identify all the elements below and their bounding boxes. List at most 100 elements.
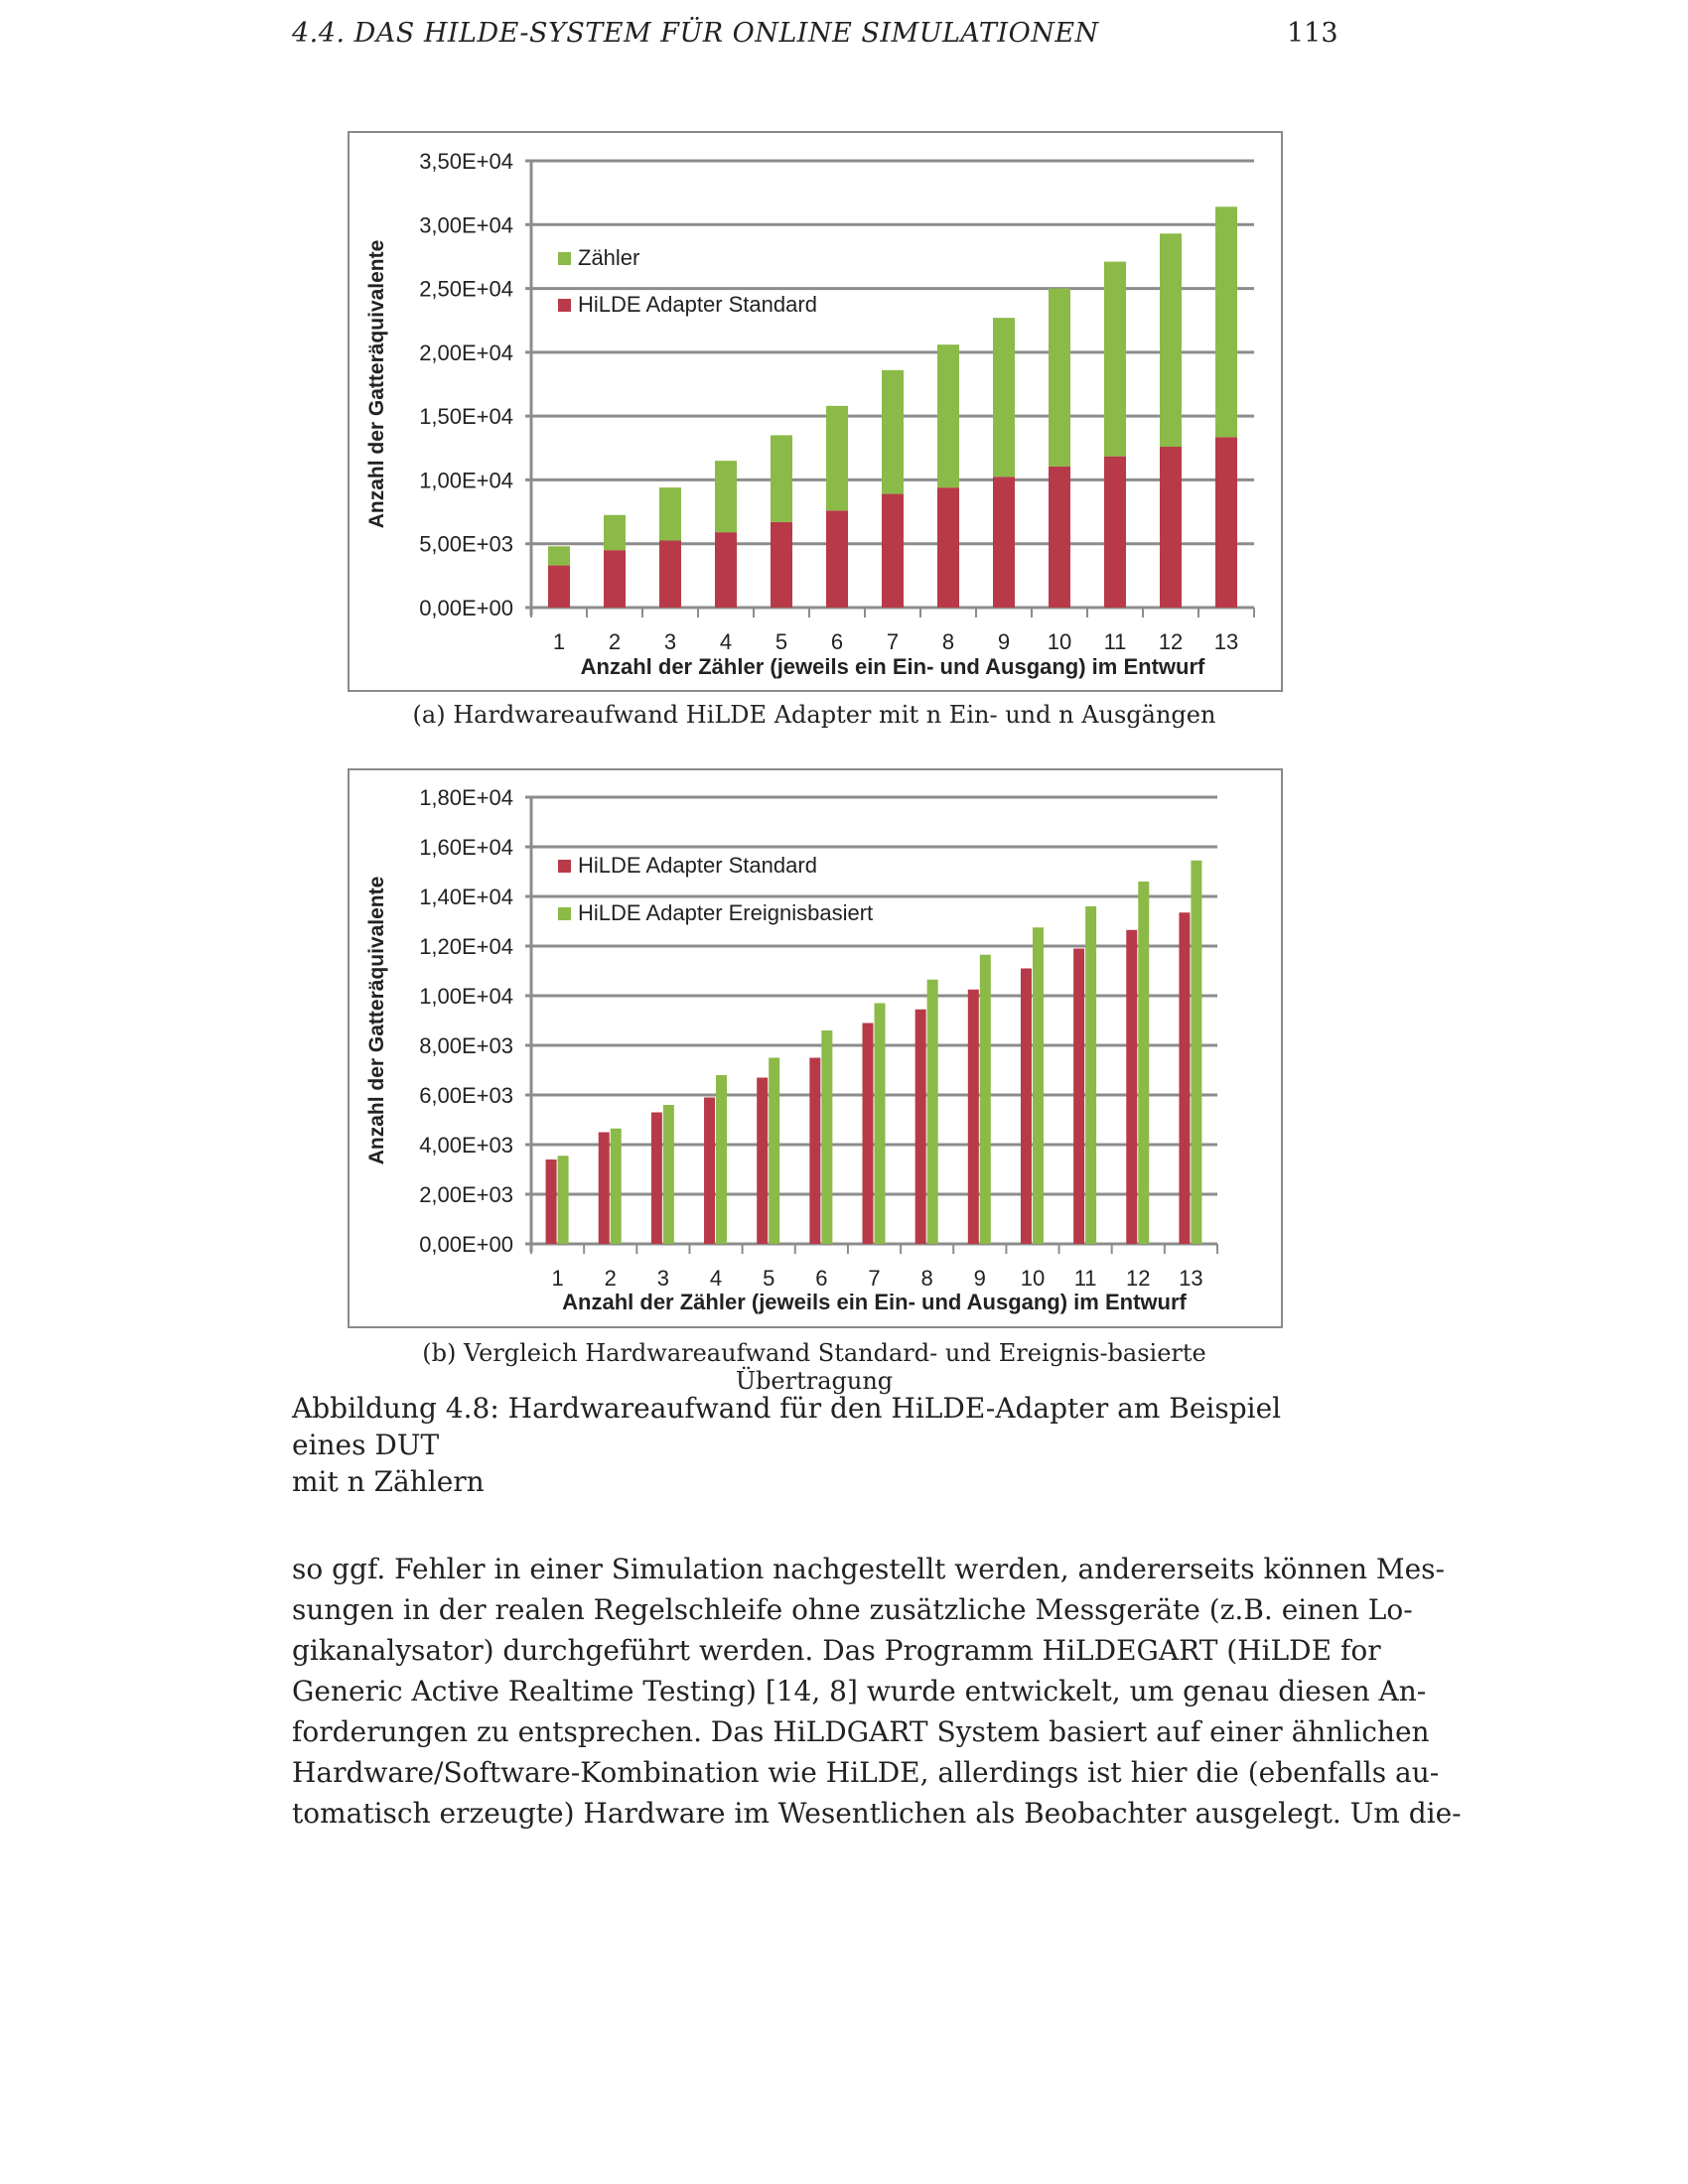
- x-tick-label: 4: [720, 629, 732, 654]
- bar-z-hler: [993, 318, 1015, 478]
- caption-a: (a) Hardwareaufwand HiLDE Adapter mit n …: [412, 701, 1216, 729]
- x-axis-title: Anzahl der Zähler (jeweils ein Ein- und …: [581, 654, 1205, 679]
- body-line: forderungen zu entsprechen. Das HiLDGART…: [292, 1715, 1430, 1748]
- bar-hilde-adapter-standard: [598, 1132, 610, 1244]
- y-tick-label: 0,00E+00: [419, 596, 513, 620]
- bar-hilde-adapter-standard: [1126, 929, 1138, 1244]
- bar-hilde-adapter-ereignisbasiert: [1191, 860, 1202, 1244]
- bar-hilde-adapter-standard: [1049, 466, 1070, 608]
- x-tick-label: 11: [1104, 629, 1127, 654]
- x-tick-label: 13: [1214, 629, 1238, 654]
- bar-hilde-adapter-standard: [704, 1097, 716, 1244]
- x-tick-label: 7: [868, 1266, 880, 1291]
- bar-hilde-adapter-standard: [1020, 968, 1032, 1244]
- x-tick-label: 10: [1021, 1266, 1045, 1291]
- x-tick-label: 6: [831, 629, 843, 654]
- y-tick-label: 0,00E+00: [419, 1232, 513, 1257]
- legend-label: HiLDE Adapter Ereignisbasiert: [578, 900, 873, 925]
- x-tick-label: 9: [998, 629, 1010, 654]
- y-tick-label: 1,20E+04: [419, 934, 513, 959]
- figure-caption-line: Abbildung 4.8: Hardwareaufwand für den H…: [292, 1392, 1282, 1461]
- bar-hilde-adapter-standard: [914, 1009, 926, 1244]
- bar-hilde-adapter-ereignisbasiert: [557, 1156, 569, 1244]
- bar-hilde-adapter-standard: [826, 510, 848, 608]
- x-tick-label: 2: [609, 629, 621, 654]
- x-tick-label: 4: [710, 1266, 722, 1291]
- bar-hilde-adapter-standard: [548, 565, 570, 608]
- x-tick-label: 11: [1074, 1266, 1097, 1291]
- page-number: 113: [1287, 18, 1338, 49]
- legend-label: Zähler: [578, 245, 639, 270]
- y-tick-label: 3,50E+04: [419, 149, 513, 174]
- y-tick-label: 6,00E+03: [419, 1083, 513, 1108]
- bar-hilde-adapter-ereignisbasiert: [1138, 882, 1150, 1244]
- figure-caption: Abbildung 4.8: Hardwareaufwand für den H…: [292, 1390, 1336, 1500]
- y-tick-label: 4,00E+03: [419, 1133, 513, 1158]
- legend-swatch: [558, 907, 571, 920]
- bar-z-hler: [771, 435, 792, 522]
- bar-z-hler: [1049, 288, 1070, 467]
- x-axis-title: Anzahl der Zähler (jeweils ein Ein- und …: [562, 1290, 1187, 1314]
- x-tick-label: 2: [605, 1266, 617, 1291]
- x-tick-label: 13: [1179, 1266, 1202, 1291]
- bar-hilde-adapter-standard: [967, 989, 979, 1244]
- y-tick-label: 1,50E+04: [419, 404, 513, 429]
- y-tick-label: 5,00E+03: [419, 532, 513, 557]
- legend-swatch: [558, 860, 571, 873]
- legend-swatch: [558, 252, 571, 265]
- x-tick-label: 9: [974, 1266, 986, 1291]
- running-header: 4.4. DAS HILDE-SYSTEM FÜR ONLINE SIMULAT…: [292, 18, 1099, 49]
- bar-hilde-adapter-standard: [659, 540, 681, 608]
- bar-hilde-adapter-standard: [771, 521, 792, 608]
- chart-a: 0,00E+00 5,00E+03 1,00E+04 1,50E+04 2,00E+04…: [348, 131, 1283, 692]
- y-tick-label: 2,50E+04: [419, 277, 513, 302]
- figure-caption-line: mit n Zählern: [292, 1465, 485, 1498]
- x-tick-label: 10: [1048, 629, 1071, 654]
- y-tick-label: 1,40E+04: [419, 885, 513, 909]
- bar-z-hler: [882, 369, 904, 494]
- y-axis-title: Anzahl der Gatteräquivalente: [365, 240, 388, 529]
- bar-hilde-adapter-standard: [862, 1023, 874, 1244]
- bar-hilde-adapter-standard: [1160, 447, 1182, 608]
- bar-hilde-adapter-standard: [650, 1112, 662, 1244]
- y-tick-label: 1,00E+04: [419, 468, 513, 492]
- body-line: tomatisch erzeugte) Hardware im Wesentli…: [292, 1797, 1462, 1830]
- body-line: Hardware/Software-Kombination wie HiLDE,…: [292, 1756, 1440, 1789]
- legend-swatch: [558, 299, 571, 312]
- bar-z-hler: [715, 461, 737, 533]
- x-tick-label: 3: [664, 629, 676, 654]
- caption-b: (b) Vergleich Hardwareaufwand Standard- …: [422, 1339, 1206, 1395]
- bar-z-hler: [826, 405, 848, 511]
- bar-hilde-adapter-standard: [545, 1160, 557, 1244]
- legend-label: HiLDE Adapter Standard: [578, 853, 817, 878]
- x-tick-label: 5: [775, 629, 787, 654]
- y-tick-label: 2,00E+03: [419, 1182, 513, 1207]
- bar-hilde-adapter-standard: [937, 487, 959, 608]
- x-tick-label: 12: [1126, 1266, 1150, 1291]
- bar-hilde-adapter-standard: [757, 1077, 769, 1244]
- bar-hilde-adapter-standard: [1215, 437, 1237, 608]
- bar-hilde-adapter-ereignisbasiert: [662, 1105, 674, 1244]
- x-tick-label: 1: [551, 1266, 563, 1291]
- bar-z-hler: [1160, 233, 1182, 447]
- x-tick-label: 3: [657, 1266, 669, 1291]
- x-tick-label: 12: [1159, 629, 1183, 654]
- bar-hilde-adapter-ereignisbasiert: [610, 1128, 622, 1244]
- bar-z-hler: [548, 546, 570, 566]
- bar-hilde-adapter-ereignisbasiert: [821, 1030, 833, 1244]
- y-tick-label: 3,00E+04: [419, 212, 513, 237]
- bar-hilde-adapter-standard: [882, 493, 904, 608]
- body-line: gikanalysator) durchgeführt werden. Das …: [292, 1634, 1381, 1667]
- bar-hilde-adapter-ereignisbasiert: [979, 954, 991, 1244]
- bar-hilde-adapter-ereignisbasiert: [874, 1003, 886, 1244]
- bar-hilde-adapter-standard: [809, 1057, 821, 1244]
- bar-hilde-adapter-ereignisbasiert: [926, 979, 938, 1244]
- y-tick-label: 1,60E+04: [419, 835, 513, 860]
- x-tick-label: 8: [921, 1266, 933, 1291]
- y-axis-title: Anzahl der Gatteräquivalente: [365, 877, 388, 1165]
- bar-z-hler: [1104, 261, 1126, 457]
- y-tick-label: 8,00E+03: [419, 1033, 513, 1058]
- y-tick-label: 2,00E+04: [419, 341, 513, 365]
- body-line: so ggf. Fehler in einer Simulation nachg…: [292, 1553, 1446, 1585]
- x-tick-label: 5: [763, 1266, 774, 1291]
